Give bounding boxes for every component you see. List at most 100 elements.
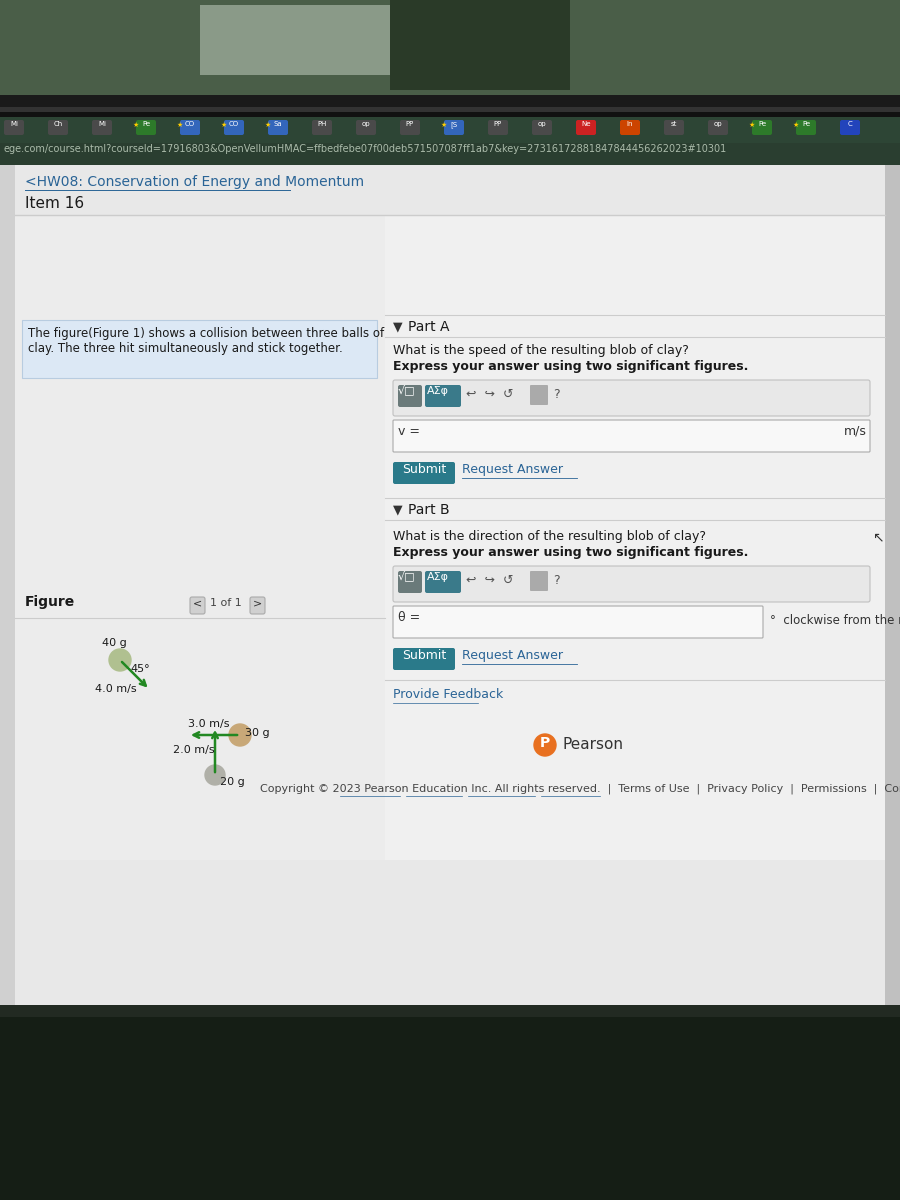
Bar: [0, 1006, 900, 1018]
FancyBboxPatch shape: [393, 566, 870, 602]
FancyBboxPatch shape: [840, 120, 860, 134]
Text: P: P: [540, 736, 550, 750]
FancyBboxPatch shape: [393, 648, 455, 670]
Circle shape: [534, 734, 556, 756]
Text: Provide Feedback: Provide Feedback: [393, 688, 503, 701]
FancyBboxPatch shape: [530, 571, 548, 590]
Bar: [15, 215, 385, 860]
FancyBboxPatch shape: [224, 120, 244, 134]
Text: st: st: [670, 121, 677, 127]
Text: √□: √□: [398, 571, 416, 582]
Circle shape: [109, 649, 131, 671]
Text: op: op: [714, 121, 723, 127]
Bar: [0, 95, 900, 107]
FancyBboxPatch shape: [400, 120, 420, 134]
Text: 4.0 m/s: 4.0 m/s: [95, 684, 137, 694]
Text: Sa: Sa: [274, 121, 283, 127]
Text: Ne: Ne: [581, 121, 590, 127]
Text: ▼: ▼: [393, 503, 402, 516]
Text: ↩  ↪  ↺: ↩ ↪ ↺: [466, 388, 514, 401]
Bar: [22, 320, 377, 378]
Bar: [885, 164, 900, 1006]
FancyBboxPatch shape: [356, 120, 376, 134]
Text: 3.0 m/s: 3.0 m/s: [188, 719, 230, 728]
Text: ★: ★: [441, 122, 447, 128]
Text: °  clockwise from the right direction: ° clockwise from the right direction: [770, 614, 900, 626]
Text: Copyright © 2023 Pearson Education Inc. All rights reserved.  |  Terms of Use  |: Copyright © 2023 Pearson Education Inc. …: [260, 782, 900, 793]
Text: √□: √□: [398, 385, 416, 396]
Bar: [385, 215, 885, 860]
FancyBboxPatch shape: [398, 571, 422, 593]
Text: op: op: [537, 121, 546, 127]
Text: ★: ★: [221, 122, 227, 128]
FancyBboxPatch shape: [425, 571, 461, 593]
Text: ★: ★: [793, 122, 799, 128]
Text: 1 of 1: 1 of 1: [210, 598, 242, 608]
FancyBboxPatch shape: [444, 120, 464, 134]
Text: Pearson: Pearson: [562, 737, 623, 752]
Text: <HW08: Conservation of Energy and Momentum: <HW08: Conservation of Energy and Moment…: [25, 175, 364, 188]
Text: Part A: Part A: [408, 320, 449, 334]
FancyBboxPatch shape: [796, 120, 816, 134]
Bar: [15, 164, 885, 1006]
Text: [S: [S: [450, 121, 457, 127]
Text: Mi: Mi: [98, 121, 106, 127]
FancyBboxPatch shape: [180, 120, 200, 134]
Text: Request Answer: Request Answer: [462, 463, 563, 476]
Text: 20 g: 20 g: [220, 778, 245, 787]
Circle shape: [229, 724, 251, 746]
Text: PH: PH: [318, 121, 327, 127]
FancyBboxPatch shape: [4, 120, 24, 134]
Text: ↖: ↖: [872, 530, 884, 544]
FancyBboxPatch shape: [393, 420, 870, 452]
FancyBboxPatch shape: [708, 120, 728, 134]
Text: Item 16: Item 16: [25, 196, 84, 211]
Text: Pe: Pe: [802, 121, 810, 127]
Bar: [0, 1006, 900, 1200]
Text: ?: ?: [553, 388, 560, 401]
Text: 45°: 45°: [130, 664, 149, 674]
Text: 40 g: 40 g: [102, 638, 127, 648]
FancyBboxPatch shape: [425, 385, 461, 407]
Bar: [0, 107, 900, 112]
Text: C: C: [848, 121, 852, 127]
Text: Ch: Ch: [53, 121, 63, 127]
FancyBboxPatch shape: [620, 120, 640, 134]
Text: What is the direction of the resulting blob of clay?: What is the direction of the resulting b…: [393, 530, 706, 542]
Bar: [0, 164, 15, 1006]
Text: θ =: θ =: [398, 611, 420, 624]
Text: ΑΣφ: ΑΣφ: [427, 386, 449, 396]
FancyBboxPatch shape: [530, 385, 548, 404]
Text: clay. The three hit simultaneously and stick together.: clay. The three hit simultaneously and s…: [28, 342, 343, 355]
Text: The figure(Figure 1) shows a collision between three balls of: The figure(Figure 1) shows a collision b…: [28, 326, 384, 340]
FancyBboxPatch shape: [488, 120, 508, 134]
Text: v =: v =: [398, 425, 420, 438]
Text: ★: ★: [133, 122, 140, 128]
FancyBboxPatch shape: [393, 606, 763, 638]
Text: In: In: [626, 121, 634, 127]
Bar: [0, 143, 900, 164]
FancyBboxPatch shape: [532, 120, 552, 134]
Text: CO: CO: [184, 121, 195, 127]
Bar: [0, 0, 900, 130]
Text: ★: ★: [177, 122, 184, 128]
Text: Part B: Part B: [408, 503, 450, 517]
FancyBboxPatch shape: [190, 596, 205, 614]
Text: m/s: m/s: [844, 425, 867, 438]
Bar: [390, 0, 570, 90]
Text: <: <: [193, 598, 202, 608]
Text: Submit: Submit: [402, 649, 446, 662]
FancyBboxPatch shape: [752, 120, 772, 134]
Text: Figure: Figure: [25, 595, 76, 608]
FancyBboxPatch shape: [398, 385, 422, 407]
FancyBboxPatch shape: [576, 120, 596, 134]
Text: Mi: Mi: [10, 121, 18, 127]
Bar: [0, 0, 900, 95]
Bar: [385, 720, 885, 775]
FancyBboxPatch shape: [92, 120, 112, 134]
Text: Submit: Submit: [402, 463, 446, 476]
FancyBboxPatch shape: [664, 120, 684, 134]
Text: Express your answer using two significant figures.: Express your answer using two significan…: [393, 360, 749, 373]
Text: ▼: ▼: [393, 320, 402, 332]
Text: ege.com/course.html?courseld=17916803&OpenVellumHMAC=ffbedfebe07f00deb571507087f: ege.com/course.html?courseld=17916803&Op…: [3, 144, 726, 154]
